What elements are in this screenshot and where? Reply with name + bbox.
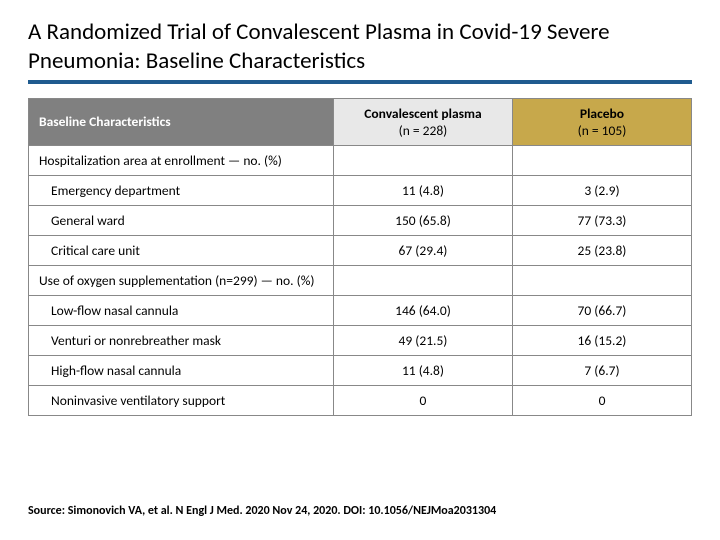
empty-cell <box>512 145 691 175</box>
placebo-value: 0 <box>512 385 691 415</box>
table-row: High-flow nasal cannula11 (4.8)7 (6.7) <box>29 355 692 385</box>
table-body: Hospitalization area at enrollment — no.… <box>29 145 692 415</box>
header-label: Baseline Characteristics <box>29 98 334 145</box>
plasma-value: 0 <box>333 385 512 415</box>
baseline-table: Baseline Characteristics Convalescent pl… <box>28 98 692 416</box>
section-heading: Hospitalization area at enrollment — no.… <box>29 145 334 175</box>
slide: A Randomized Trial of Convalescent Plasm… <box>0 0 720 540</box>
placebo-value: 7 (6.7) <box>512 355 691 385</box>
row-label: Venturi or nonrebreather mask <box>29 325 334 355</box>
header-placebo-n: (n = 105) <box>523 122 681 139</box>
placebo-value: 25 (23.8) <box>512 235 691 265</box>
placebo-value: 70 (66.7) <box>512 295 691 325</box>
table-row: Critical care unit67 (29.4)25 (23.8) <box>29 235 692 265</box>
empty-cell <box>333 265 512 295</box>
plasma-value: 49 (21.5) <box>333 325 512 355</box>
plasma-value: 67 (29.4) <box>333 235 512 265</box>
table-section-row: Hospitalization area at enrollment — no.… <box>29 145 692 175</box>
header-plasma: Convalescent plasma (n = 228) <box>333 98 512 145</box>
header-plasma-n: (n = 228) <box>344 122 502 139</box>
table-section-row: Use of oxygen supplementation (n=299) — … <box>29 265 692 295</box>
placebo-value: 16 (15.2) <box>512 325 691 355</box>
header-plasma-title: Convalescent plasma <box>344 105 502 122</box>
plasma-value: 11 (4.8) <box>333 355 512 385</box>
row-label: Critical care unit <box>29 235 334 265</box>
table-header-row: Baseline Characteristics Convalescent pl… <box>29 98 692 145</box>
plasma-value: 11 (4.8) <box>333 175 512 205</box>
plasma-value: 150 (65.8) <box>333 205 512 235</box>
table-row: Noninvasive ventilatory support00 <box>29 385 692 415</box>
empty-cell <box>333 145 512 175</box>
header-placebo: Placebo (n = 105) <box>512 98 691 145</box>
source-citation: Source: Simonovich VA, et al. N Engl J M… <box>28 504 496 518</box>
row-label: Low-flow nasal cannula <box>29 295 334 325</box>
table-row: General ward150 (65.8)77 (73.3) <box>29 205 692 235</box>
plasma-value: 146 (64.0) <box>333 295 512 325</box>
header-placebo-title: Placebo <box>523 105 681 122</box>
row-label: Noninvasive ventilatory support <box>29 385 334 415</box>
title-block: A Randomized Trial of Convalescent Plasm… <box>28 18 692 84</box>
table-row: Low-flow nasal cannula146 (64.0)70 (66.7… <box>29 295 692 325</box>
placebo-value: 77 (73.3) <box>512 205 691 235</box>
empty-cell <box>512 265 691 295</box>
row-label: Emergency department <box>29 175 334 205</box>
row-label: High-flow nasal cannula <box>29 355 334 385</box>
section-heading: Use of oxygen supplementation (n=299) — … <box>29 265 334 295</box>
placebo-value: 3 (2.9) <box>512 175 691 205</box>
page-title: A Randomized Trial of Convalescent Plasm… <box>28 18 692 76</box>
row-label: General ward <box>29 205 334 235</box>
table-row: Venturi or nonrebreather mask49 (21.5)16… <box>29 325 692 355</box>
table-row: Emergency department11 (4.8)3 (2.9) <box>29 175 692 205</box>
